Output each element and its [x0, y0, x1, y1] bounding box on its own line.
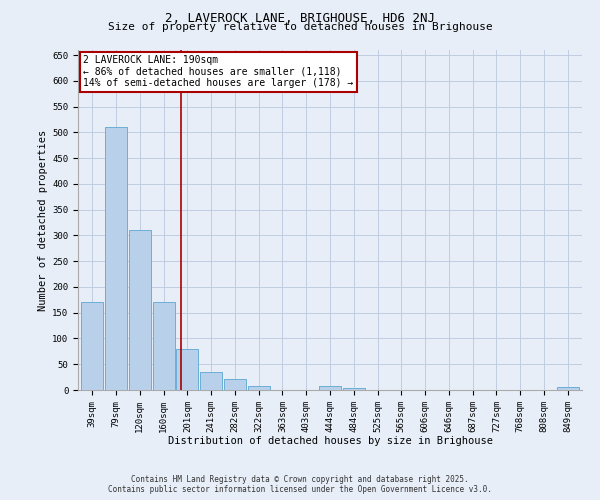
- Text: 2, LAVEROCK LANE, BRIGHOUSE, HD6 2NJ: 2, LAVEROCK LANE, BRIGHOUSE, HD6 2NJ: [165, 12, 435, 26]
- Bar: [105, 128, 127, 390]
- Bar: [343, 388, 365, 390]
- Bar: [557, 388, 578, 390]
- Bar: [82, 302, 103, 390]
- X-axis label: Distribution of detached houses by size in Brighouse: Distribution of detached houses by size …: [167, 436, 493, 446]
- Bar: [319, 386, 341, 390]
- Text: Size of property relative to detached houses in Brighouse: Size of property relative to detached ho…: [107, 22, 493, 32]
- Bar: [176, 349, 198, 390]
- Text: Contains HM Land Registry data © Crown copyright and database right 2025.
Contai: Contains HM Land Registry data © Crown c…: [108, 474, 492, 494]
- Text: 2 LAVEROCK LANE: 190sqm
← 86% of detached houses are smaller (1,118)
14% of semi: 2 LAVEROCK LANE: 190sqm ← 86% of detache…: [83, 55, 353, 88]
- Bar: [224, 378, 246, 390]
- Y-axis label: Number of detached properties: Number of detached properties: [38, 130, 48, 310]
- Bar: [152, 302, 175, 390]
- Bar: [129, 230, 151, 390]
- Bar: [200, 372, 222, 390]
- Bar: [248, 386, 269, 390]
